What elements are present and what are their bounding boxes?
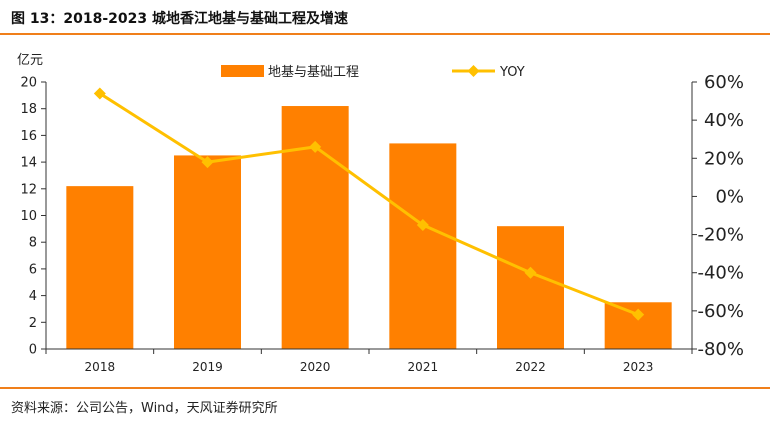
y-left-unit-label: 亿元 xyxy=(17,53,43,68)
y-left-tick-label: 10 xyxy=(20,209,37,224)
y-left-tick-label: 8 xyxy=(29,236,37,251)
y-left-tick-label: 6 xyxy=(29,262,37,277)
yoy-point-2021 xyxy=(416,219,429,232)
bar-2018 xyxy=(66,186,134,349)
y-left-tick-label: 2 xyxy=(29,316,37,331)
figure-title: 图 13：2018-2023 城地香江地基与基础工程及增速 xyxy=(11,11,348,27)
yoy-point-2019 xyxy=(201,156,214,169)
y-left-tick-label: 0 xyxy=(29,343,37,358)
yoy-point-2020 xyxy=(309,140,322,153)
y-right-tick-label: 20% xyxy=(704,148,744,169)
bar-2021 xyxy=(389,143,457,349)
y-left-tick-label: 20 xyxy=(20,76,37,91)
y-left-tick-label: 12 xyxy=(20,182,37,197)
yoy-line xyxy=(99,92,639,317)
y-left-tick-label: 16 xyxy=(20,129,37,144)
y-left-tick-label: 4 xyxy=(29,289,37,304)
x-tick-label-2018: 2018 xyxy=(85,360,116,374)
legend-label-bar: 地基与基础工程 xyxy=(268,65,359,80)
bar-2019 xyxy=(174,155,241,349)
bar-2022 xyxy=(497,226,564,349)
bottom-rule xyxy=(0,387,770,389)
yoy-point-2022 xyxy=(524,266,537,279)
legend-label-line: YOY xyxy=(499,65,525,80)
y-left-tick-label: 14 xyxy=(20,156,37,171)
y-right-tick-label: 60% xyxy=(704,72,744,93)
source-note: 资料来源：公司公告，Wind，天风证券研究所 xyxy=(11,401,278,416)
legend-swatch-marker xyxy=(467,65,480,77)
top-rule xyxy=(0,33,770,35)
x-tick-label-2019: 2019 xyxy=(192,360,223,374)
y-right-tick-label: 0% xyxy=(715,186,744,207)
y-right-tick-label: -40% xyxy=(697,263,744,284)
x-tick-label-2020: 2020 xyxy=(300,360,331,374)
x-tick-label-2022: 2022 xyxy=(515,360,546,374)
yoy-point-2018 xyxy=(93,87,106,100)
yoy-point-2023 xyxy=(632,308,645,321)
y-right-tick-label: -60% xyxy=(697,301,744,322)
y-right-tick-label: -80% xyxy=(697,339,744,360)
y-right-tick-label: -20% xyxy=(697,225,744,246)
x-tick-label-2023: 2023 xyxy=(623,360,654,374)
x-tick-label-2021: 2021 xyxy=(408,360,439,374)
legend-swatch-bar xyxy=(221,65,264,77)
y-right-tick-label: 40% xyxy=(704,110,744,131)
y-left-tick-label: 18 xyxy=(20,102,37,117)
